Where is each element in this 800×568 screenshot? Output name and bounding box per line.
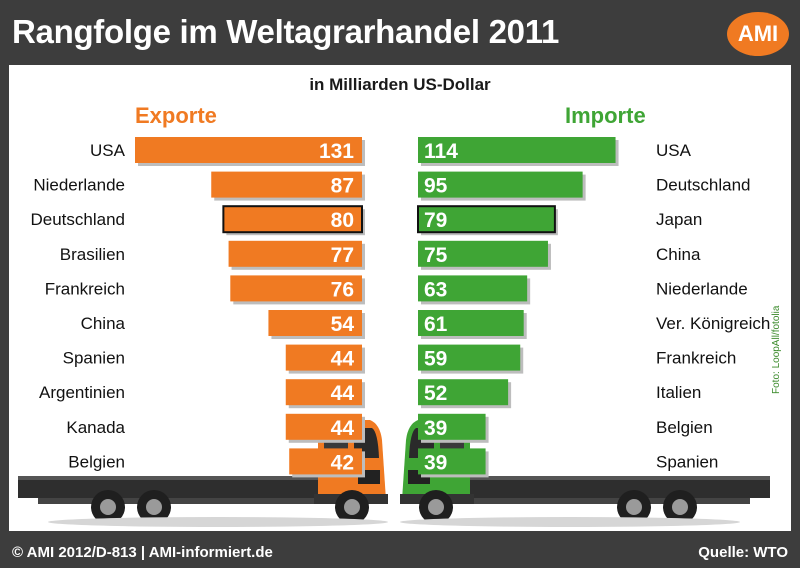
truck-hub (146, 499, 162, 515)
export-country-6: China (81, 314, 126, 333)
import-country-4: China (656, 245, 701, 264)
import-value-10: 39 (424, 451, 447, 474)
truck-chassis (38, 498, 328, 504)
export-bar-2 (211, 171, 362, 198)
import-value-4: 75 (424, 244, 448, 267)
import-value-8: 52 (424, 382, 447, 405)
export-country-9: Kanada (66, 418, 125, 437)
import-bar-2 (418, 171, 583, 198)
chart-title: Rangfolge im Weltagrarhandel 2011 (12, 13, 559, 50)
export-value-2: 87 (331, 175, 354, 198)
truck-hub (100, 499, 116, 515)
import-country-9: Belgien (656, 418, 713, 437)
export-bar-6 (268, 310, 362, 336)
ami-logo: AMI (727, 12, 789, 56)
truck-hub (428, 499, 444, 515)
export-value-4: 77 (331, 244, 354, 267)
export-country-10: Belgien (68, 452, 125, 471)
export-value-5: 76 (331, 278, 354, 301)
export-value-10: 42 (331, 451, 354, 474)
export-truck (18, 420, 388, 527)
truck-hub (672, 499, 688, 515)
export-country-7: Spanien (63, 349, 125, 368)
import-value-3: 79 (424, 209, 447, 232)
footer-copyright: © AMI 2012/D-813 | AMI-informiert.de (12, 544, 273, 561)
import-country-8: Italien (656, 383, 701, 402)
truck-bed-edge (440, 476, 770, 480)
import-country-5: Niederlande (656, 279, 748, 298)
export-country-1: USA (90, 141, 126, 160)
truck-shadow (48, 517, 388, 527)
truck-bed (440, 478, 770, 498)
import-country-3: Japan (656, 210, 702, 229)
truck-shadow (400, 517, 740, 527)
import-country-7: Frankreich (656, 349, 736, 368)
export-bar-10 (289, 448, 362, 475)
export-value-8: 44 (331, 382, 355, 405)
footer-source: Quelle: WTO (698, 544, 788, 561)
export-bar-3 (222, 205, 363, 234)
import-bar-5 (418, 275, 528, 302)
truck-bed-edge (18, 476, 348, 480)
exports-heading: Exporte (135, 103, 217, 128)
export-bar-1 (135, 137, 362, 163)
export-country-2: Niederlande (33, 176, 125, 195)
import-bar-1 (418, 137, 616, 163)
import-country-1: USA (656, 141, 692, 160)
truck-hub (626, 499, 642, 515)
import-bar-9 (418, 413, 486, 440)
photo-credit: Foto: LoopAll/fotolia (771, 305, 782, 394)
export-bar-7 (285, 344, 362, 371)
header: Rangfolge im Weltagrarhandel 2011 AMI (0, 0, 800, 62)
import-country-2: Deutschland (656, 176, 751, 195)
imports-heading: Importe (565, 103, 646, 128)
export-bar-5 (230, 275, 362, 302)
import-value-9: 39 (424, 417, 447, 440)
import-value-5: 63 (424, 278, 447, 301)
export-value-6: 54 (331, 313, 355, 336)
import-value-6: 61 (424, 313, 448, 336)
import-bar-7 (418, 344, 521, 371)
import-bar-4 (418, 240, 548, 267)
import-country-6: Ver. Königreich (656, 314, 770, 333)
import-value-1: 114 (424, 140, 458, 163)
export-value-3: 80 (331, 209, 354, 232)
export-country-5: Frankreich (45, 279, 125, 298)
export-value-7: 44 (331, 348, 355, 371)
import-country-10: Spanien (656, 452, 718, 471)
export-bar-9 (285, 413, 362, 440)
import-bar-10 (418, 448, 486, 475)
truck-hub (344, 499, 360, 515)
export-country-8: Argentinien (39, 383, 125, 402)
import-value-2: 95 (424, 175, 448, 198)
export-bar-4 (228, 240, 362, 267)
import-value-7: 59 (424, 348, 447, 371)
truck-bed (18, 478, 348, 498)
export-value-9: 44 (331, 417, 355, 440)
import-bar-8 (418, 379, 509, 406)
unit-label: in Milliarden US-Dollar (309, 75, 491, 94)
import-bar-6 (418, 310, 524, 336)
truck-chassis (460, 498, 750, 504)
export-value-1: 131 (319, 140, 354, 163)
export-country-3: Deutschland (30, 210, 125, 229)
export-bar-8 (285, 379, 362, 406)
export-country-4: Brasilien (60, 245, 125, 264)
import-bar-3 (417, 205, 556, 234)
